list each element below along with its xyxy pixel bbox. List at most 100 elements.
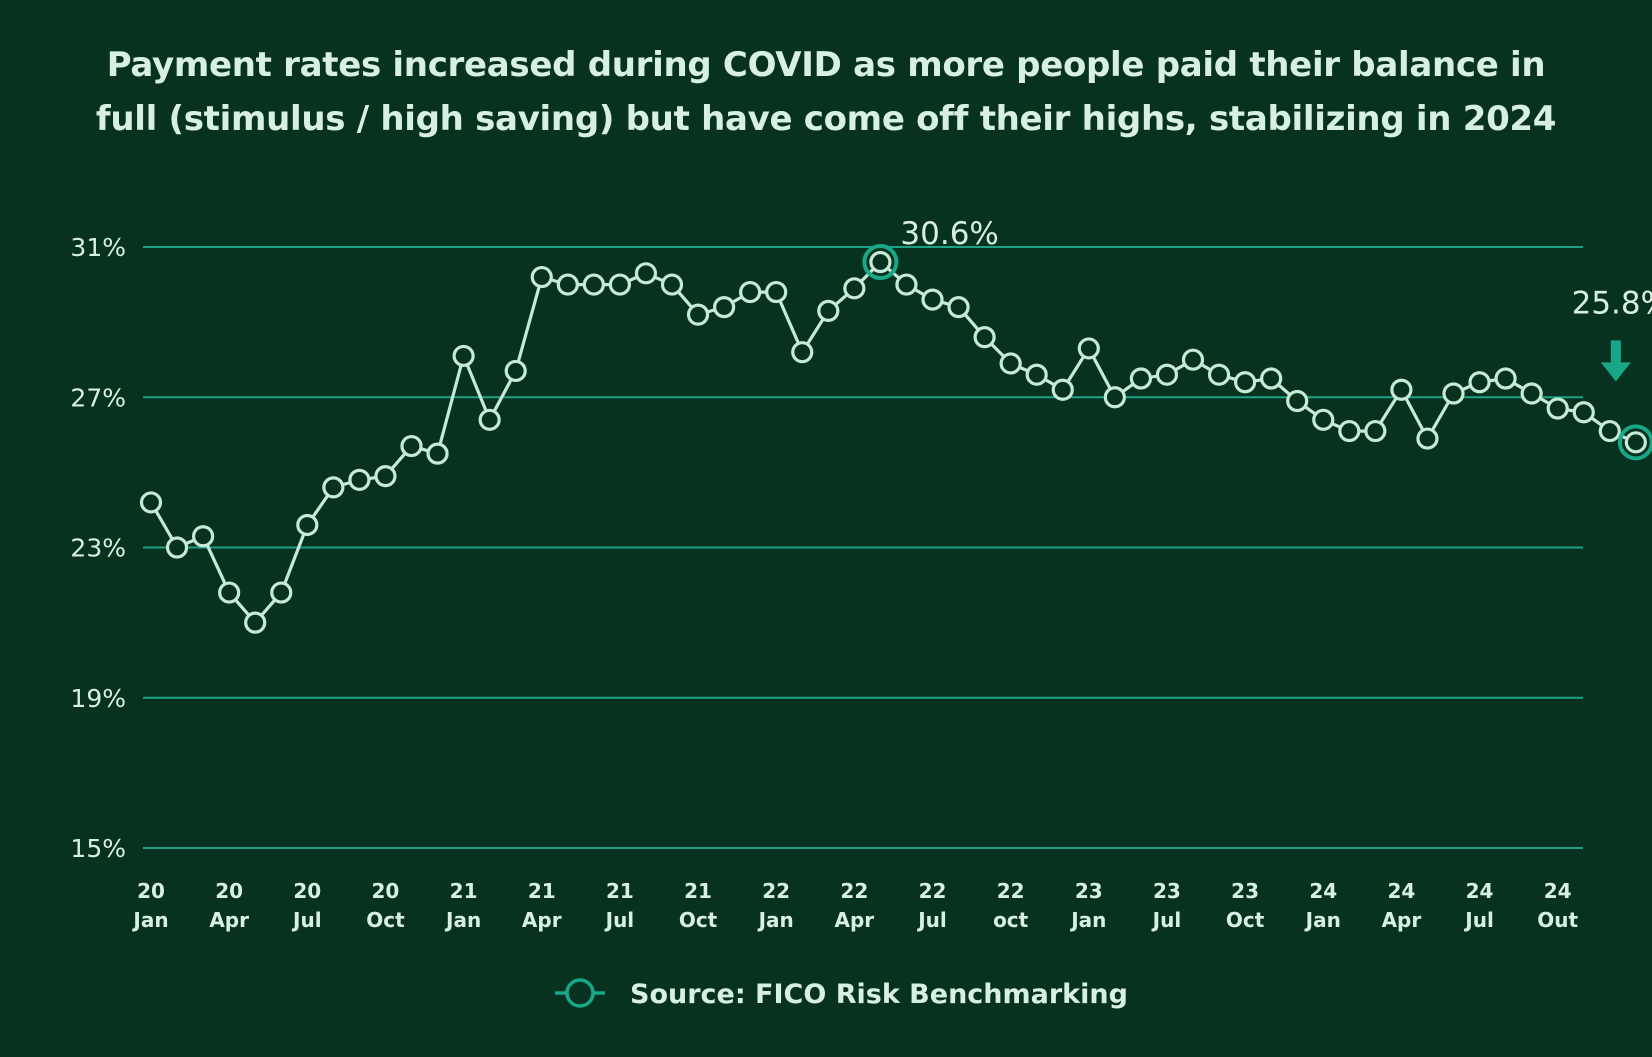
annotation-label: 30.6% — [900, 216, 998, 252]
data-point — [791, 341, 814, 364]
data-point — [1416, 427, 1439, 450]
y-tick-label: 15% — [70, 834, 126, 863]
x-tick-month: Apr — [209, 908, 249, 932]
highlight-ring — [862, 244, 899, 281]
x-tick-year: 21 — [606, 879, 634, 903]
data-point — [165, 536, 189, 559]
data-point — [921, 288, 944, 311]
legend-label: Source: FICO Risk Benchmarking — [630, 979, 1128, 1010]
x-tick-month: Jul — [604, 908, 635, 932]
data-point — [1572, 401, 1595, 424]
legend-marker-icon — [565, 978, 595, 1008]
data-point — [869, 250, 892, 274]
x-tick-year: 22 — [840, 879, 868, 903]
x-tick-month: Oct — [366, 908, 405, 932]
data-point — [374, 465, 397, 488]
data-point — [1260, 367, 1283, 390]
data-point — [322, 476, 345, 499]
data-point — [504, 359, 527, 383]
data-point — [712, 296, 736, 319]
data-point — [1155, 363, 1179, 386]
x-tick-month: Jan — [1304, 908, 1341, 932]
x-tick-month: Jul — [1463, 908, 1494, 932]
data-point — [1051, 378, 1074, 401]
x-tick-year: 20 — [215, 879, 243, 903]
x-tick-year: 22 — [919, 879, 947, 903]
data-point — [1103, 386, 1126, 409]
data-point — [139, 491, 163, 514]
data-point — [895, 273, 918, 296]
data-point — [556, 273, 579, 296]
x-tick-month: Jul — [291, 908, 322, 932]
data-point — [1598, 419, 1621, 443]
data-point — [1520, 382, 1543, 405]
x-tick-month: Jul — [1151, 908, 1182, 932]
series-line — [149, 260, 1637, 625]
data-point — [192, 525, 215, 548]
x-tick-year: 21 — [528, 879, 556, 903]
data-point — [348, 468, 371, 491]
data-point — [1390, 378, 1413, 401]
chart-title-line-1: Payment rates increased during COVID as … — [106, 45, 1546, 85]
x-tick-month: Jul — [916, 908, 947, 932]
data-point — [660, 273, 684, 296]
data-point — [1546, 397, 1569, 420]
data-point — [634, 262, 658, 285]
data-point — [218, 581, 241, 604]
x-tick-year: 23 — [1075, 879, 1103, 903]
annotation-label: 25.8% — [1572, 285, 1652, 321]
data-point — [973, 326, 996, 349]
y-tick-label: 31% — [70, 233, 126, 262]
data-point — [1624, 431, 1647, 454]
data-point — [1129, 367, 1153, 390]
x-tick-month: Jan — [444, 908, 481, 932]
x-tick-month: Oct — [679, 908, 718, 932]
x-tick-year: 23 — [1231, 879, 1259, 903]
down-arrow-icon — [1600, 340, 1631, 382]
x-tick-month: Jan — [1069, 908, 1106, 932]
data-point — [843, 277, 866, 300]
data-point — [1233, 371, 1257, 394]
x-tick-year: 22 — [762, 879, 790, 903]
data-point — [608, 273, 632, 296]
data-point — [1364, 419, 1387, 443]
chart-title: Payment rates increased during COVID as … — [0, 38, 1652, 146]
x-tick-month: oct — [993, 908, 1029, 932]
data-point — [530, 265, 553, 289]
x-tick-month: Out — [1537, 908, 1578, 932]
x-tick-year: 24 — [1387, 879, 1415, 903]
x-tick-year: 22 — [997, 879, 1025, 903]
y-tick-label: 19% — [70, 684, 126, 713]
data-point — [817, 299, 840, 322]
data-point — [999, 352, 1022, 375]
x-tick-year: 20 — [372, 879, 400, 903]
x-tick-year: 20 — [293, 879, 321, 903]
data-point — [1181, 348, 1205, 371]
data-point — [765, 280, 788, 304]
x-tick-month: Apr — [835, 908, 875, 932]
x-tick-year: 24 — [1466, 879, 1494, 903]
data-point — [1442, 382, 1465, 405]
data-point — [270, 581, 293, 604]
data-point — [739, 280, 762, 304]
x-tick-year: 24 — [1309, 879, 1337, 903]
data-point — [1286, 389, 1309, 413]
x-tick-year: 21 — [450, 879, 478, 903]
x-tick-year: 24 — [1544, 879, 1572, 903]
data-point — [452, 344, 475, 368]
data-point — [1025, 363, 1048, 386]
data-point — [1312, 408, 1335, 431]
x-tick-month: Oct — [1226, 908, 1265, 932]
data-point — [1468, 371, 1491, 394]
x-tick-month: Jan — [757, 908, 794, 932]
data-point — [1338, 419, 1361, 443]
x-tick-month: Apr — [522, 908, 562, 932]
data-point — [582, 273, 605, 296]
data-point — [1207, 363, 1231, 386]
data-point — [1494, 367, 1517, 390]
data-point — [947, 296, 970, 319]
x-tick-month: Apr — [1382, 908, 1422, 932]
data-point — [296, 513, 319, 537]
data-point — [478, 408, 501, 431]
